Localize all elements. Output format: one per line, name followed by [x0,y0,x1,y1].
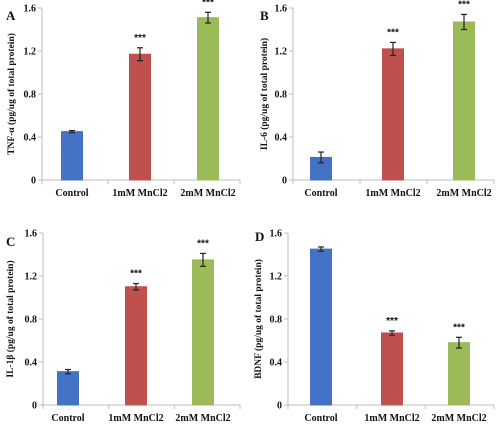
category-label: Control [55,188,88,199]
y-tick-label: 1.6 [270,229,283,240]
bar-control [61,131,83,181]
significance-marker: *** [202,0,214,8]
significance-marker: *** [386,316,398,327]
y-tick-label: 1.2 [25,272,38,283]
bar-mn1 [381,332,403,406]
panel-letter: A [6,8,16,23]
category-label: 2mM MnCl2 [180,188,235,199]
y-axis-label: TNF-α (pg/ug of total protein) [6,33,17,155]
significance-marker: *** [453,322,465,333]
category-label: 2mM MnCl2 [175,413,230,424]
bar-mn2 [192,259,214,406]
y-tick-label: 1.2 [275,47,288,58]
category-label: 2mM MnCl2 [436,188,491,199]
significance-marker: *** [130,269,142,280]
category-label: 1mM MnCl2 [365,188,420,199]
y-tick-label: 0 [31,176,36,187]
bar-mn2 [453,21,475,181]
category-label: 1mM MnCl2 [108,413,163,424]
y-tick-label: 0.4 [275,133,288,144]
panel-letter: C [6,234,15,249]
panel-letter: B [260,8,269,23]
y-tick-label: 1.6 [25,229,38,240]
significance-marker: *** [458,0,470,10]
y-axis-label: IL-1β (pg/ug of total protein) [5,260,16,377]
y-axis-label: BDNF (pg/ug of total protein) [253,259,264,379]
panel-a: A TNF-α (pg/ug of total protein) 0 0.4 0.8 1.… [6,0,241,199]
y-tick-label: 0.8 [270,315,283,326]
bar-mn2 [197,17,219,181]
y-tick-label: 0.8 [25,315,38,326]
bar-mn1 [125,286,147,406]
y-tick-label: 0 [282,176,287,187]
category-label: Control [304,413,337,424]
panel-b: B IL-6 (pg/ug of total protein) 0 0.4 0.8 1.2… [259,0,495,199]
bar-mn2 [448,342,470,406]
panel-c: C IL-1β (pg/ug of total protein) 0 0.4 0.8 1.… [5,229,241,424]
y-tick-label: 0.4 [25,358,38,369]
y-tick-label: 0 [277,401,282,412]
category-label: 1mM MnCl2 [364,413,419,424]
y-tick-label: 0.4 [270,358,283,369]
y-tick-label: 0 [32,401,37,412]
bar-mn1 [129,53,151,181]
panel-letter: D [255,229,264,244]
y-tick-label: 1.6 [24,4,37,15]
category-label: Control [51,413,84,424]
significance-marker: *** [387,27,399,38]
y-tick-label: 1.2 [270,272,283,283]
y-tick-label: 0.4 [24,133,37,144]
bar-control [310,248,332,406]
y-axis-label: IL-6 (pg/ug of total protein) [259,38,270,150]
bar-control [57,371,79,406]
panel-d: D BDNF (pg/ug of total protein) 0 0.4 0.8 1.2… [253,229,495,424]
bar-mn1 [382,48,404,181]
significance-marker: *** [134,33,146,44]
y-tick-label: 0.8 [24,90,37,101]
category-label: 1mM MnCl2 [112,188,167,199]
y-tick-label: 1.2 [24,47,37,58]
y-tick-label: 1.6 [275,4,288,15]
category-label: 2mM MnCl2 [431,413,486,424]
category-label: Control [304,188,337,199]
y-tick-label: 0.8 [275,90,288,101]
significance-marker: *** [197,238,209,249]
